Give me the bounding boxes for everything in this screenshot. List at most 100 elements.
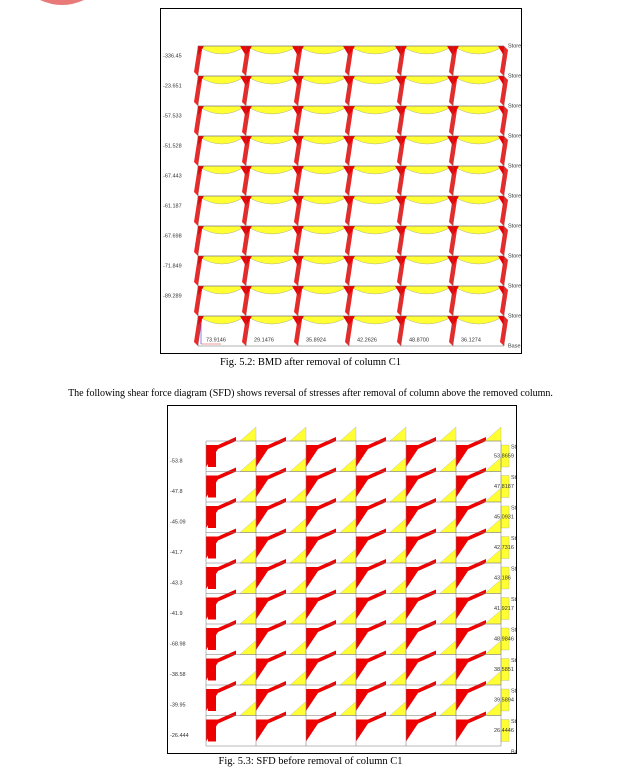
moment-shape <box>292 106 298 116</box>
caption: Fig. 5.2: BMD after removal of column C1 <box>219 357 402 368</box>
shear-shape <box>356 711 386 742</box>
moment-shape <box>348 45 402 55</box>
story-label: Storey1 <box>511 719 517 725</box>
moment-shape <box>197 105 247 115</box>
value-label: -51.528 <box>163 143 182 149</box>
moment-shape <box>348 195 402 205</box>
moment-shape <box>240 106 246 116</box>
shear-shape <box>306 437 336 467</box>
moment-shape <box>498 166 504 176</box>
shear-shape <box>439 457 457 472</box>
shear-shape <box>339 609 357 625</box>
shear-shape <box>356 589 386 620</box>
shear-shape <box>456 711 486 742</box>
moment-shape <box>292 46 298 56</box>
shear-shape <box>339 457 357 472</box>
moment-shape <box>292 316 298 326</box>
shear-shape <box>406 620 436 650</box>
moment-shape <box>292 286 298 296</box>
story-label: Storey10 <box>508 43 522 49</box>
moment-shape <box>240 166 246 176</box>
shear-shape <box>208 719 216 742</box>
value-label: 29.1476 <box>254 337 274 343</box>
story-label: Storey7 <box>511 536 517 542</box>
moment-shape <box>245 165 299 175</box>
moment-shape <box>447 76 453 86</box>
moment-shape <box>452 255 505 265</box>
shear-shape <box>339 670 357 686</box>
shear-shape <box>406 559 436 589</box>
moment-shape <box>197 135 247 145</box>
shear-shape <box>484 487 502 503</box>
moment-shape <box>395 106 401 116</box>
moment-shape <box>197 225 247 235</box>
moment-shape <box>297 285 350 295</box>
shear-shape <box>306 681 336 711</box>
moment-shape <box>452 135 505 145</box>
moment-shape <box>292 256 298 266</box>
moment-shape <box>197 75 247 85</box>
value-label: -53.8 <box>170 458 183 464</box>
moment-shape <box>297 135 350 145</box>
moment-shape <box>245 285 299 295</box>
shear-shape <box>339 548 357 564</box>
moment-shape <box>240 136 246 146</box>
moment-shape <box>245 195 299 205</box>
shear-shape <box>456 650 486 681</box>
moment-shape <box>240 46 246 56</box>
moment-shape <box>297 225 350 235</box>
paragraph: The following shear force diagram (SFD) … <box>68 388 553 399</box>
moment-shape <box>343 166 349 176</box>
shear-shape <box>339 426 357 442</box>
value-label: 39.5894 <box>494 697 514 703</box>
moment-shape <box>343 46 349 56</box>
moment-shape <box>447 136 453 146</box>
story-label: Storey1 <box>508 313 522 319</box>
shear-shape <box>339 640 357 655</box>
moment-shape <box>395 286 401 296</box>
value-label: 73.9146 <box>206 337 226 343</box>
value-label: 48.8700 <box>409 337 429 343</box>
shear-shape <box>356 498 386 528</box>
shear-shape <box>306 559 336 589</box>
value-label: 43.186 <box>494 575 511 581</box>
moment-shape <box>452 225 505 235</box>
shear-shape <box>356 559 386 589</box>
moment-shape <box>395 226 401 236</box>
shear-shape <box>456 620 486 650</box>
story-label: Storey8 <box>511 505 517 511</box>
moment-shape <box>395 46 401 56</box>
shear-shape <box>439 701 457 716</box>
value-label: -23.651 <box>163 83 182 89</box>
value-label: -38.58 <box>170 672 186 678</box>
shear-shape <box>239 457 257 472</box>
value-label: -67.443 <box>163 173 182 179</box>
story-label: Storey3 <box>508 253 522 259</box>
moment-shape <box>447 166 453 176</box>
shear-shape <box>456 467 486 498</box>
moment-shape <box>498 46 504 56</box>
moment-shape <box>498 106 504 116</box>
story-label: Storey5 <box>508 193 522 199</box>
moment-shape <box>447 316 453 326</box>
value-label: -68.98 <box>170 641 186 647</box>
shear-shape <box>356 620 386 650</box>
story-label: Storey4 <box>511 627 517 633</box>
shear-shape <box>456 528 486 559</box>
shear-shape <box>406 711 436 742</box>
moment-shape <box>498 136 504 146</box>
shear-shape <box>256 681 286 711</box>
shear-shape <box>484 457 502 472</box>
shear-shape <box>389 640 407 655</box>
shear-shape <box>306 528 336 559</box>
moment-shape <box>348 105 402 115</box>
moment-shape <box>245 315 299 325</box>
value-label: 41.9217 <box>494 606 514 612</box>
shear-shape <box>306 620 336 650</box>
moment-shape <box>297 105 350 115</box>
moment-shape <box>297 165 350 175</box>
shear-shape <box>406 589 436 620</box>
shear-shape <box>389 701 407 716</box>
shear-shape <box>208 536 216 559</box>
value-label: 53.8659 <box>494 453 514 459</box>
